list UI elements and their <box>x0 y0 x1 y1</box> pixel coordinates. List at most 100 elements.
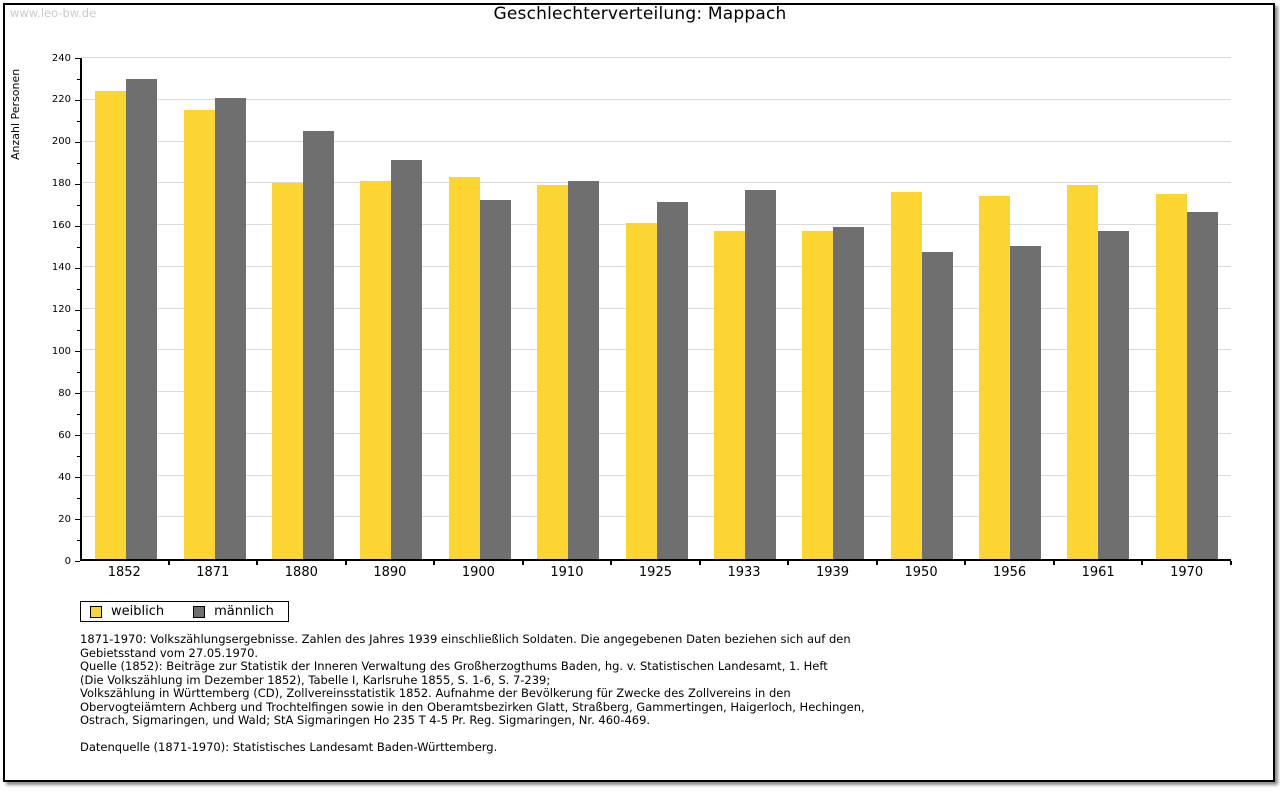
bar-weiblich-1910 <box>537 185 569 559</box>
footnote-line: 1871-1970: Volkszählungsergebnisse. Zahl… <box>80 632 851 646</box>
y-tick-label: 160 <box>51 220 71 232</box>
y-tick-major <box>75 477 80 479</box>
y-axis: 0 20 40 60 80 100 120 140 160 180 200 220 240 <box>0 53 80 567</box>
bar-group-1970 <box>1143 58 1231 559</box>
x-ticks <box>80 561 1232 566</box>
bar-männlich-1950 <box>921 252 953 559</box>
x-axis-labels: 1852 1871 1880 1890 1900 1910 1925 1933 1939 1950… <box>80 565 1231 580</box>
bar-männlich-1890 <box>391 160 423 559</box>
bar-weiblich-1900 <box>448 177 480 559</box>
bar-group-1933 <box>701 58 789 559</box>
gridline <box>82 140 1231 142</box>
chart-title: Geschlechterverteilung: Mappach <box>493 4 787 24</box>
legend: weiblich männlich <box>80 601 289 622</box>
y-tick-minor <box>77 498 80 500</box>
x-axis-label: 1970 <box>1170 565 1204 580</box>
bar-group-1880 <box>259 58 347 559</box>
y-tick-label: 120 <box>51 304 71 315</box>
y-tick-major <box>75 393 80 395</box>
x-tick <box>610 561 613 565</box>
legend-item-weiblich: weiblich <box>90 604 164 619</box>
bar-group-1871 <box>170 58 258 559</box>
y-tick-major <box>75 351 80 353</box>
bar-weiblich-1933 <box>713 231 745 559</box>
bar-weiblich-1956 <box>979 195 1011 559</box>
bar-männlich-1852 <box>126 78 158 559</box>
bar-weiblich-1890 <box>360 181 392 559</box>
footnote-line: Obervogteiämtern Achberg und Trochtelfin… <box>80 699 865 714</box>
x-axis-label: 1880 <box>284 565 318 580</box>
maennlich-swatch <box>193 605 206 618</box>
y-tick-major <box>75 561 80 562</box>
bar-weiblich-1939 <box>802 231 834 559</box>
y-tick-major <box>75 267 80 269</box>
y-tick-minor <box>77 330 80 332</box>
footnote-line: (Die Volkszählung im Dezember 1852), Tab… <box>80 672 551 687</box>
watermark: www.leo-bw.de <box>10 6 97 20</box>
bar-group-1939 <box>789 58 877 559</box>
y-tick-minor <box>77 540 80 542</box>
x-axis-label: 1956 <box>993 565 1027 580</box>
bar-group-1910 <box>524 58 612 559</box>
bar-group-1956 <box>966 58 1054 559</box>
y-tick-label: 240 <box>51 52 71 64</box>
y-tick-label: 60 <box>58 429 71 441</box>
y-tick-label: 180 <box>51 178 71 190</box>
bar-männlich-1925 <box>656 202 688 559</box>
footnotes: 1871-1970: Volkszählungsergebnisse. Zahl… <box>80 632 1190 755</box>
y-tick-minor <box>77 288 80 290</box>
y-tick-minor <box>77 204 80 206</box>
y-tick-label: 100 <box>51 345 71 357</box>
x-tick <box>875 561 878 565</box>
y-tick-major <box>75 309 80 311</box>
bar-weiblich-1961 <box>1067 185 1099 559</box>
y-tick-label: 20 <box>58 513 71 525</box>
y-tick-minor <box>77 246 80 248</box>
y-tick-major <box>75 225 80 227</box>
x-axis-label: 1871 <box>196 565 230 580</box>
bar-weiblich-1871 <box>183 110 215 559</box>
x-tick <box>344 561 347 565</box>
y-tick-label: 0 <box>64 555 71 567</box>
y-tick-minor <box>77 456 80 458</box>
x-tick <box>964 561 967 565</box>
bar-männlich-1880 <box>302 131 334 559</box>
y-tick-major <box>75 141 80 143</box>
y-tick-minor <box>77 414 80 416</box>
legend-label-maennlich: männlich <box>214 604 274 619</box>
bar-männlich-1871 <box>214 97 246 559</box>
x-axis-label: 1961 <box>1081 565 1115 580</box>
x-axis-label: 1852 <box>107 565 141 580</box>
x-axis-label: 1900 <box>461 565 495 580</box>
x-tick <box>698 561 701 565</box>
gridline <box>82 182 1231 184</box>
bars <box>82 58 1231 559</box>
bar-weiblich-1852 <box>95 91 127 559</box>
bar-männlich-1961 <box>1098 231 1130 559</box>
bar-group-1900 <box>436 58 524 559</box>
y-tick-label: 200 <box>51 136 71 148</box>
y-tick-minor <box>77 120 80 122</box>
weiblich-swatch <box>90 605 102 618</box>
gridline <box>82 98 1231 100</box>
footnote-line: Gebietsstand vom 27.05.1970. <box>80 645 259 660</box>
y-tick-major <box>75 435 80 437</box>
x-axis-label: 1950 <box>904 565 938 580</box>
x-tick <box>787 561 790 565</box>
bar-weiblich-1950 <box>890 191 922 559</box>
footnote-line: Quelle (1852): Beiträge zur Statistik de… <box>80 659 828 673</box>
x-tick <box>167 561 170 565</box>
x-axis-label: 1890 <box>373 565 407 580</box>
x-axis-label: 1939 <box>815 565 850 580</box>
y-tick-minor <box>77 162 80 164</box>
bar-group-1852 <box>82 58 170 559</box>
y-tick-minor <box>77 78 80 80</box>
bar-männlich-1970 <box>1186 212 1218 559</box>
x-tick <box>1230 561 1232 565</box>
bar-männlich-1910 <box>568 181 600 559</box>
bar-group-1890 <box>347 58 435 559</box>
y-tick-major <box>75 58 80 59</box>
x-axis-label: 1925 <box>638 565 672 580</box>
bar-group-1950 <box>878 58 966 559</box>
datasource-line: Datenquelle (1871-1970): Statistisches L… <box>80 740 498 754</box>
